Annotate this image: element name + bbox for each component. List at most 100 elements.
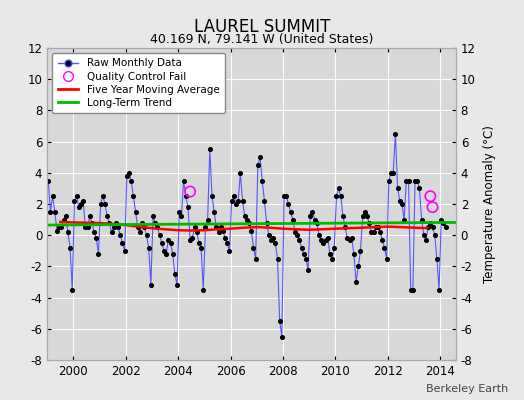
Point	[356, 248, 365, 254]
Point	[300, 251, 308, 257]
Point	[94, 251, 103, 257]
Point	[367, 229, 376, 235]
Point	[241, 213, 249, 220]
Point	[247, 227, 256, 234]
Point	[441, 224, 450, 230]
Point	[369, 229, 378, 235]
Point	[186, 188, 194, 195]
Point	[186, 237, 194, 243]
Point	[363, 213, 371, 220]
Point	[188, 235, 196, 242]
Point	[201, 224, 210, 230]
Point	[385, 177, 393, 184]
Point	[81, 224, 90, 230]
Point	[252, 255, 260, 262]
Point	[396, 198, 404, 204]
Point	[129, 193, 138, 199]
Point	[234, 198, 243, 204]
Point	[413, 177, 421, 184]
Point	[171, 271, 179, 278]
Point	[394, 185, 402, 192]
Point	[245, 220, 253, 226]
Y-axis label: Temperature Anomaly (°C): Temperature Anomaly (°C)	[483, 125, 496, 283]
Point	[263, 220, 271, 226]
Point	[372, 224, 380, 230]
Point	[55, 224, 63, 230]
Point	[138, 220, 146, 226]
Point	[428, 204, 436, 210]
Point	[125, 170, 133, 176]
Point	[147, 282, 155, 288]
Point	[306, 213, 314, 220]
Point	[400, 216, 408, 223]
Point	[352, 279, 361, 285]
Point	[179, 177, 188, 184]
Point	[433, 255, 441, 262]
Point	[166, 240, 174, 246]
Point	[411, 177, 419, 184]
Point	[274, 255, 282, 262]
Point	[169, 251, 177, 257]
Point	[435, 286, 443, 293]
Point	[158, 240, 166, 246]
Point	[358, 213, 367, 220]
Point	[173, 282, 181, 288]
Point	[321, 237, 330, 243]
Point	[103, 213, 112, 220]
Text: Berkeley Earth: Berkeley Earth	[426, 384, 508, 394]
Point	[136, 229, 144, 235]
Point	[140, 224, 148, 230]
Point	[336, 193, 345, 199]
Point	[378, 237, 387, 243]
Point	[90, 229, 99, 235]
Text: LAUREL SUMMIT: LAUREL SUMMIT	[194, 18, 330, 36]
Point	[203, 216, 212, 223]
Point	[101, 201, 109, 207]
Point	[143, 232, 151, 238]
Point	[328, 255, 336, 262]
Point	[114, 224, 122, 230]
Point	[374, 224, 382, 230]
Point	[284, 201, 292, 207]
Point	[304, 266, 312, 273]
Point	[195, 240, 203, 246]
Point	[426, 193, 434, 199]
Point	[153, 224, 161, 230]
Point	[387, 170, 395, 176]
Point	[223, 240, 232, 246]
Point	[46, 209, 54, 215]
Point	[208, 193, 216, 199]
Point	[192, 229, 201, 235]
Point	[48, 193, 57, 199]
Point	[214, 229, 223, 235]
Point	[418, 216, 426, 223]
Point	[112, 220, 120, 226]
Point	[92, 235, 101, 242]
Point	[287, 209, 295, 215]
Point	[339, 213, 347, 220]
Point	[74, 204, 83, 210]
Point	[216, 224, 225, 230]
Point	[68, 286, 77, 293]
Point	[258, 177, 266, 184]
Point	[145, 244, 153, 251]
Point	[267, 237, 275, 243]
Point	[439, 220, 447, 226]
Point	[319, 240, 328, 246]
Point	[313, 220, 321, 226]
Point	[205, 146, 214, 152]
Point	[347, 235, 356, 242]
Point	[61, 213, 70, 220]
Point	[99, 193, 107, 199]
Point	[424, 224, 432, 230]
Point	[407, 286, 415, 293]
Point	[127, 177, 135, 184]
Point	[199, 286, 208, 293]
Legend: Raw Monthly Data, Quality Control Fail, Five Year Moving Average, Long-Term Tren: Raw Monthly Data, Quality Control Fail, …	[52, 53, 225, 113]
Point	[361, 209, 369, 215]
Point	[182, 193, 190, 199]
Point	[238, 198, 247, 204]
Point	[118, 240, 127, 246]
Point	[310, 216, 319, 223]
Point	[282, 193, 290, 199]
